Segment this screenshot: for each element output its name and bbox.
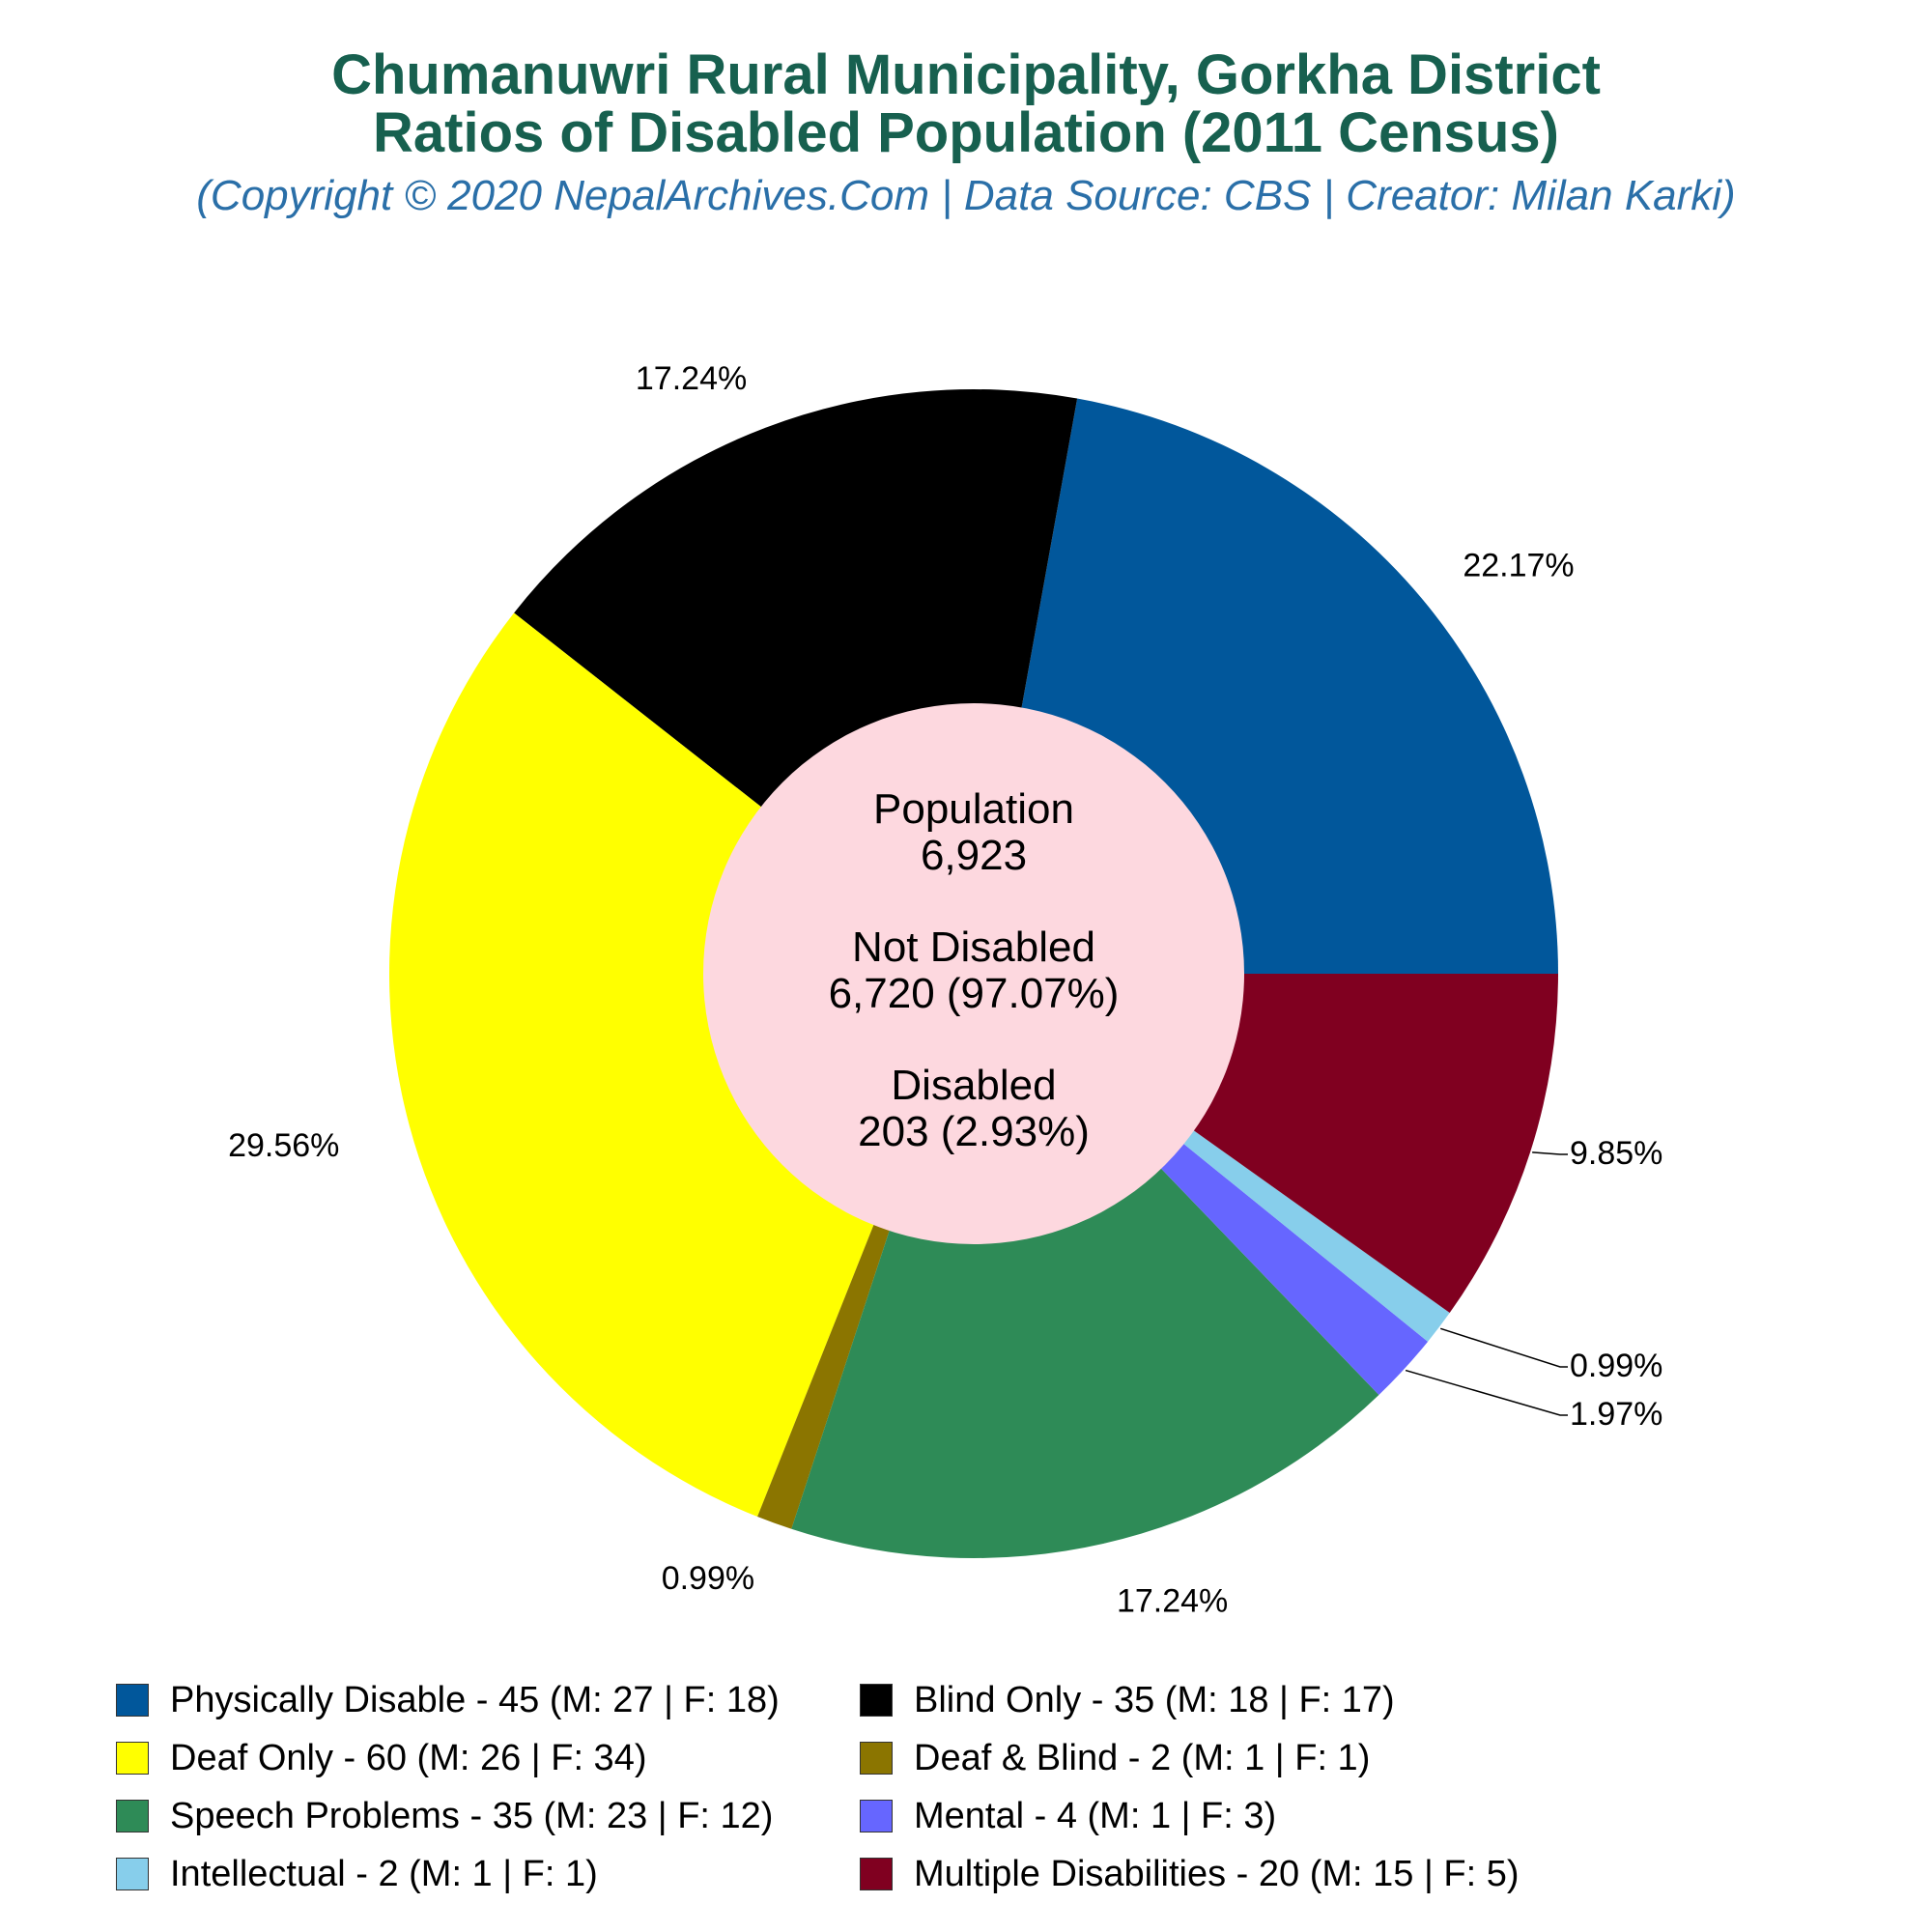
percent-label: 1.97% xyxy=(1570,1396,1662,1433)
legend-swatch xyxy=(860,1858,893,1890)
chart-subtitle: (Copyright © 2020 NepalArchives.Com | Da… xyxy=(196,172,1736,219)
percent-label: 0.99% xyxy=(1570,1348,1662,1384)
legend-item: Blind Only - 35 (M: 18 | F: 17) xyxy=(860,1671,1729,1729)
percent-label: 22.17% xyxy=(1463,548,1574,584)
legend-swatch xyxy=(860,1742,893,1775)
percent-label: 0.99% xyxy=(662,1560,754,1597)
leader-lines-group xyxy=(1405,1151,1568,1416)
legend: Physically Disable - 45 (M: 27 | F: 18) B… xyxy=(116,1671,1855,1903)
center-population-value: 6,923 xyxy=(921,832,1027,879)
legend-swatch xyxy=(116,1858,149,1890)
percent-label: 17.24% xyxy=(1117,1582,1228,1619)
legend-item: Deaf Only - 60 (M: 26 | F: 34) xyxy=(116,1729,860,1787)
chart-title-line-1: Chumanuwri Rural Municipality, Gorkha Di… xyxy=(331,43,1601,106)
chart-title-line-2: Ratios of Disabled Population (2011 Cens… xyxy=(373,101,1559,164)
legend-text: Blind Only - 35 (M: 18 | F: 17) xyxy=(914,1679,1395,1720)
center-not-disabled-value: 6,720 (97.07%) xyxy=(829,970,1120,1017)
legend-text: Deaf Only - 60 (M: 26 | F: 34) xyxy=(170,1737,647,1778)
slice-deaf-only xyxy=(389,612,974,1518)
percent-labels-group: 22.17% 17.24% 29.56% 0.99% 17.24% 1.97% 0.99% 9… xyxy=(228,360,1662,1619)
center-not-disabled-label: Not Disabled xyxy=(852,923,1095,971)
leader-line xyxy=(1439,1327,1568,1368)
center-disabled-label: Disabled xyxy=(891,1062,1056,1109)
legend-text: Physically Disable - 45 (M: 27 | F: 18) xyxy=(170,1679,780,1720)
legend-swatch xyxy=(116,1742,149,1775)
legend-text: Mental - 4 (M: 1 | F: 3) xyxy=(914,1795,1277,1836)
percent-label: 9.85% xyxy=(1570,1135,1662,1172)
legend-swatch xyxy=(116,1800,149,1833)
legend-item: Physically Disable - 45 (M: 27 | F: 18) xyxy=(116,1671,860,1729)
percent-label: 17.24% xyxy=(636,360,747,397)
donut-chart: 22.17% 17.24% 29.56% 0.99% 17.24% 1.97% 0.99% 9… xyxy=(228,360,1662,1619)
legend-item: Multiple Disabilities - 20 (M: 15 | F: 5… xyxy=(860,1845,1729,1903)
donut-center xyxy=(703,703,1244,1244)
percent-label: 29.56% xyxy=(228,1127,339,1164)
center-summary: Population 6,923 Not Disabled 6,720 (97.… xyxy=(829,785,1120,1155)
legend-text: Intellectual - 2 (M: 1 | F: 1) xyxy=(170,1853,598,1894)
legend-swatch xyxy=(860,1684,893,1717)
leader-line xyxy=(1405,1369,1568,1416)
legend-item: Speech Problems - 35 (M: 23 | F: 12) xyxy=(116,1787,860,1845)
legend-item: Mental - 4 (M: 1 | F: 3) xyxy=(860,1787,1729,1845)
legend-swatch xyxy=(116,1684,149,1717)
legend-text: Multiple Disabilities - 20 (M: 15 | F: 5… xyxy=(914,1853,1520,1894)
legend-text: Deaf & Blind - 2 (M: 1 | F: 1) xyxy=(914,1737,1371,1778)
legend-swatch xyxy=(860,1800,893,1833)
center-disabled-value: 203 (2.93%) xyxy=(858,1108,1090,1155)
legend-item: Intellectual - 2 (M: 1 | F: 1) xyxy=(116,1845,860,1903)
center-population-label: Population xyxy=(873,785,1074,833)
legend-text: Speech Problems - 35 (M: 23 | F: 12) xyxy=(170,1795,774,1836)
leader-line xyxy=(1532,1151,1568,1155)
legend-item: Deaf & Blind - 2 (M: 1 | F: 1) xyxy=(860,1729,1729,1787)
